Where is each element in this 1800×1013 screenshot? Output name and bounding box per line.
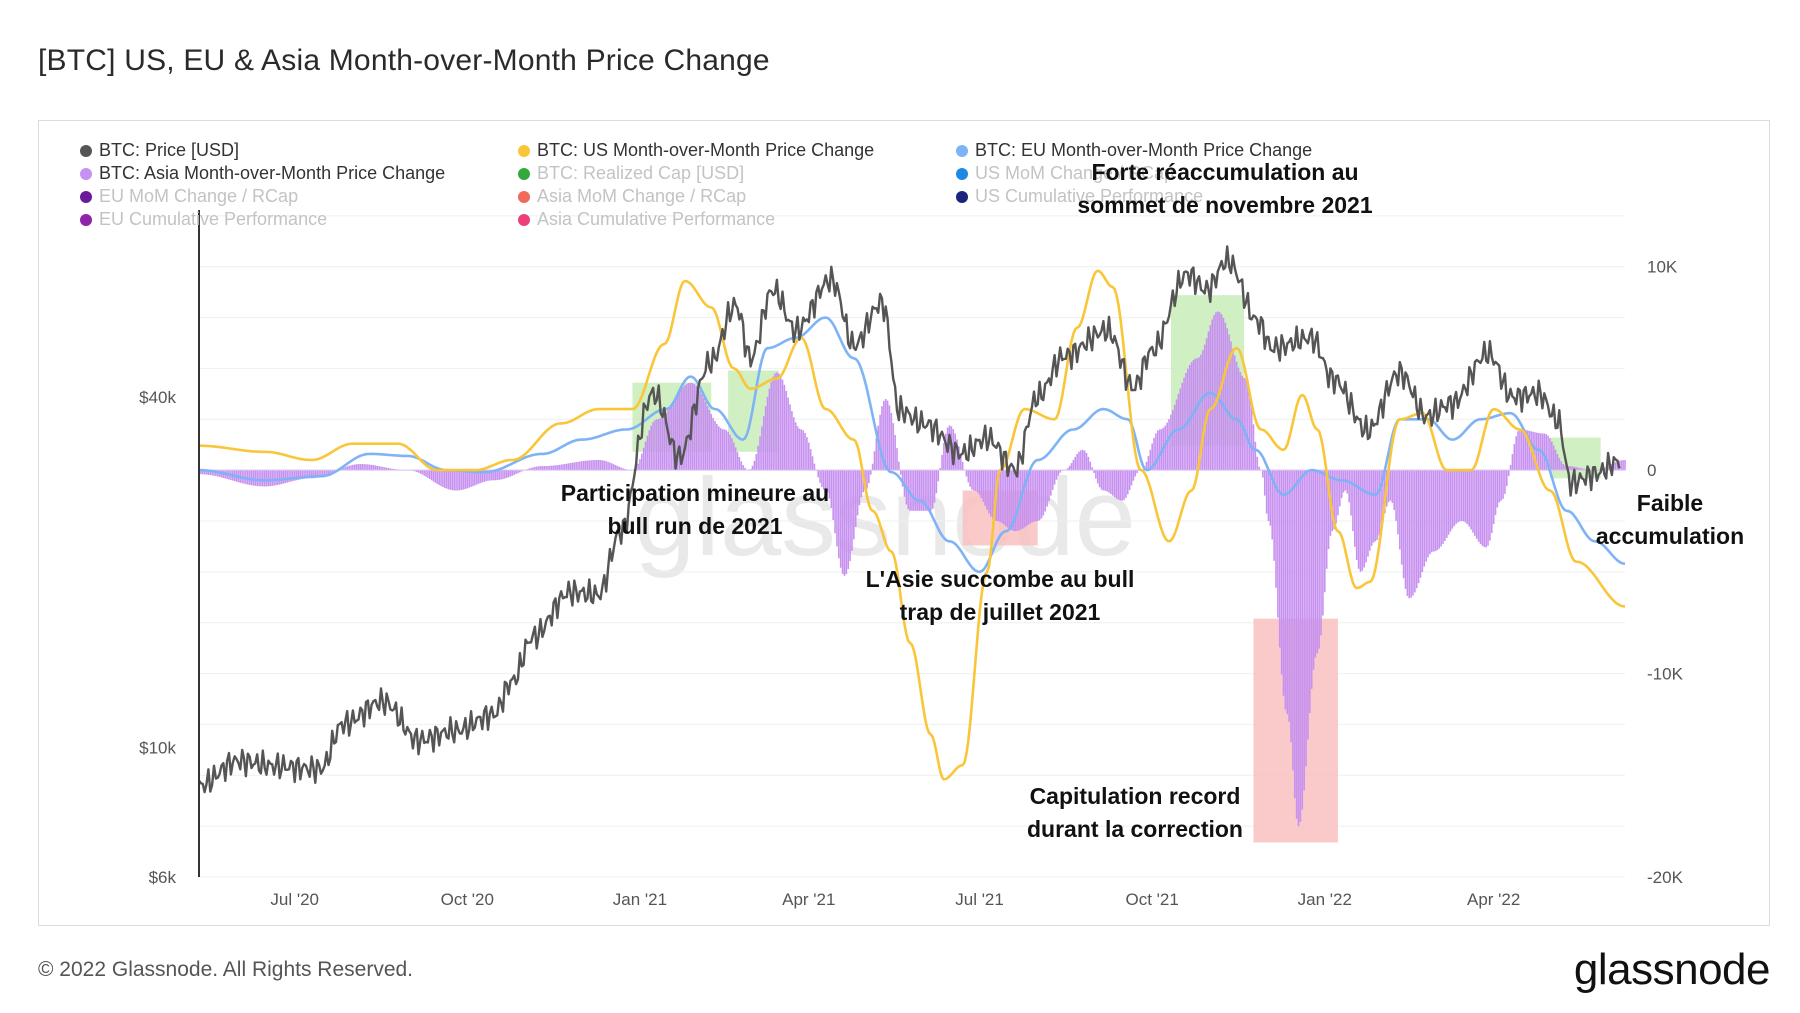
line-series xyxy=(198,245,1626,794)
eu-line xyxy=(198,316,1626,574)
legend-dot-icon xyxy=(80,144,92,157)
x-tick-label: Apr '22 xyxy=(1467,890,1520,909)
left-tick-label: $40k xyxy=(139,388,176,407)
x-tick-label: Oct '20 xyxy=(441,890,494,909)
axes: Jul '20 Oct '20 Jan '21 Apr '21 Jul '21 Oct '… xyxy=(139,210,1684,909)
annotation-record-capitulation: Capitulation record durant la correction xyxy=(1005,780,1265,846)
legend-label: BTC: US Month-over-Month Price Change xyxy=(537,140,875,160)
legend-item[interactable]: EU MoM Change / RCap xyxy=(80,186,298,207)
accumulation-highlight xyxy=(1170,295,1245,446)
annotation-strong-reaccumulation: Forte réaccumulation au sommet de novemb… xyxy=(1060,156,1390,222)
legend-item[interactable]: BTC: Price [USD] xyxy=(80,140,239,161)
annotation-line: Capitulation record xyxy=(1029,783,1241,809)
gridlines xyxy=(199,215,1625,878)
annotation-minor-participation: Participation mineure au bull run de 202… xyxy=(545,477,845,543)
annotation-line: L'Asie succombe au bull xyxy=(865,566,1135,592)
legend-label: EU Cumulative Performance xyxy=(99,209,328,229)
annotation-line: bull run de 2021 xyxy=(607,513,783,539)
legend-label: US MoM Change / RCap xyxy=(975,163,1175,183)
legend-label: BTC: Price [USD] xyxy=(99,140,240,160)
x-tick-label: Jul '21 xyxy=(955,890,1004,909)
annotation-line: trap de juillet 2021 xyxy=(899,599,1101,625)
legend-dot-icon xyxy=(518,167,530,180)
x-tick-label: Jan '22 xyxy=(1298,890,1352,909)
annotation-line: sommet de novembre 2021 xyxy=(1077,192,1373,218)
legend-label: Asia MoM Change / RCap xyxy=(537,186,747,206)
us-line xyxy=(199,269,1626,781)
legend-item[interactable]: US Cumulative Performance xyxy=(956,186,1203,207)
chart-frame xyxy=(38,120,1770,926)
price-line xyxy=(198,245,1621,794)
legend-item[interactable]: BTC: Realized Cap [USD] xyxy=(518,163,744,184)
left-tick-label: $6k xyxy=(149,868,177,887)
annotation-asia-bull-trap: L'Asie succombe au bull trap de juillet … xyxy=(855,563,1145,629)
legend-item[interactable]: US MoM Change / RCap xyxy=(956,163,1174,184)
legend-dot-icon xyxy=(518,213,530,226)
right-tick-label: 0 xyxy=(1647,461,1656,480)
legend-dot-icon xyxy=(80,167,92,180)
x-tick-label: Jul '20 xyxy=(270,890,319,909)
legend-item[interactable]: Asia MoM Change / RCap xyxy=(518,186,746,207)
right-tick-label: -10K xyxy=(1647,665,1684,684)
legend-dot-icon xyxy=(518,144,530,157)
copyright: © 2022 Glassnode. All Rights Reserved. xyxy=(38,958,414,981)
legend-label: BTC: EU Month-over-Month Price Change xyxy=(975,140,1313,160)
legend-label: US Cumulative Performance xyxy=(975,186,1204,206)
annotation-line: durant la correction xyxy=(1027,816,1243,842)
right-tick-label: 10K xyxy=(1647,258,1678,277)
legend-item[interactable]: BTC: Asia Month-over-Month Price Change xyxy=(80,163,445,184)
x-tick-label: Oct '21 xyxy=(1126,890,1179,909)
x-tick-label: Apr '21 xyxy=(782,890,835,909)
legend-dot-icon xyxy=(80,190,92,203)
chart-title: [BTC] US, EU & Asia Month-over-Month Pri… xyxy=(38,44,770,77)
legend-item[interactable]: EU Cumulative Performance xyxy=(80,209,327,230)
legend-item[interactable]: BTC: US Month-over-Month Price Change xyxy=(518,140,874,161)
annotation-line: Faible xyxy=(1636,490,1704,516)
legend-dot-icon xyxy=(956,167,968,180)
legend: BTC: Price [USD] BTC: US Month-over-Month… xyxy=(80,140,1380,230)
right-tick-label: -20K xyxy=(1647,868,1684,887)
left-tick-label: $10k xyxy=(139,739,176,758)
legend-dot-icon xyxy=(80,213,92,226)
legend-label: Asia Cumulative Performance xyxy=(537,209,776,229)
legend-item[interactable]: Asia Cumulative Performance xyxy=(518,209,775,230)
legend-dot-icon xyxy=(956,190,968,203)
legend-label: BTC: Realized Cap [USD] xyxy=(537,163,745,183)
annotation-line: Participation mineure au xyxy=(560,480,830,506)
capitulation-highlight xyxy=(1253,618,1338,843)
annotation-line: Forte réaccumulation au xyxy=(1091,159,1359,185)
x-tick-label: Jan '21 xyxy=(613,890,667,909)
brand-logo: glassnode xyxy=(1573,945,1771,994)
legend-label: BTC: Asia Month-over-Month Price Change xyxy=(99,163,446,183)
legend-dot-icon xyxy=(956,144,968,157)
legend-item[interactable]: BTC: EU Month-over-Month Price Change xyxy=(956,140,1312,161)
annotation-line: accumulation xyxy=(1595,523,1745,549)
legend-dot-icon xyxy=(518,190,530,203)
annotation-weak-accumulation: Faible accumulation xyxy=(1585,487,1755,553)
legend-label: EU MoM Change / RCap xyxy=(99,186,299,206)
